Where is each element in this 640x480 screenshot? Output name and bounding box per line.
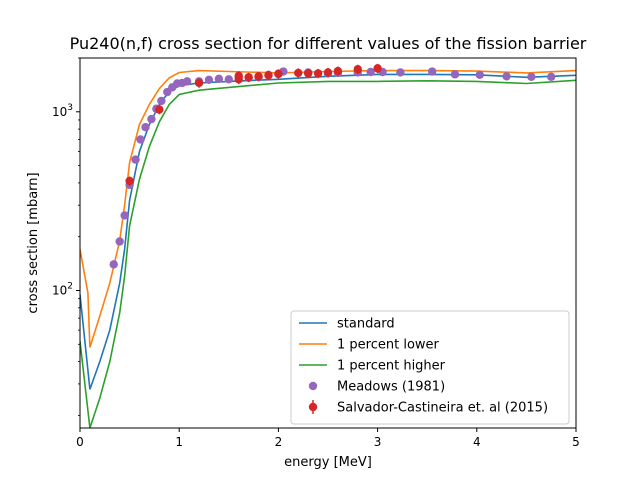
x-axis: 0 1 2 3 4 5 bbox=[76, 428, 580, 449]
series-3-point bbox=[204, 75, 214, 85]
series-3-point bbox=[224, 75, 233, 84]
series-3-point bbox=[109, 260, 118, 269]
series-4-point bbox=[353, 65, 362, 74]
series-3-point bbox=[502, 72, 511, 81]
y-tick-label: 102 bbox=[52, 281, 73, 297]
x-tick-label: 4 bbox=[473, 435, 481, 449]
series-4-point bbox=[264, 71, 273, 80]
legend-label: Salvador-Castineira et. al (2015) bbox=[337, 401, 548, 416]
legend: standard 1 percent lower 1 percent higher M… bbox=[290, 310, 570, 425]
legend-box bbox=[290, 310, 570, 425]
series-3-point bbox=[450, 70, 460, 79]
series-3-point bbox=[427, 67, 437, 76]
legend-swatch bbox=[308, 381, 318, 391]
x-tick-label: 1 bbox=[175, 435, 183, 449]
series-4-point bbox=[244, 73, 253, 82]
series-4-point bbox=[323, 68, 333, 77]
series-2-line bbox=[80, 79, 576, 428]
series-3-point bbox=[527, 72, 536, 81]
series-3-point bbox=[131, 155, 140, 164]
series-4-point bbox=[373, 64, 382, 73]
series-4-point bbox=[254, 72, 263, 81]
series-3-point bbox=[115, 237, 124, 246]
x-tick-label: 0 bbox=[76, 435, 84, 449]
series-4-point bbox=[125, 176, 134, 186]
series-3-point bbox=[147, 114, 156, 124]
series-4-point bbox=[274, 69, 283, 79]
legend-label: standard bbox=[337, 317, 395, 332]
x-axis-label: energy [MeV] bbox=[284, 455, 372, 470]
series-3-point bbox=[136, 135, 145, 144]
series-layer bbox=[80, 63, 576, 428]
series-3-point bbox=[182, 77, 192, 86]
y-axis-label: cross section [mbarn] bbox=[26, 172, 41, 313]
x-tick-label: 5 bbox=[572, 435, 580, 449]
series-3-point bbox=[157, 96, 166, 106]
series-3-point bbox=[141, 122, 150, 132]
series-4-point bbox=[313, 69, 323, 78]
series-4-point bbox=[333, 66, 343, 76]
series-4-point bbox=[234, 71, 243, 81]
series-3-point bbox=[366, 67, 375, 77]
series-3-point bbox=[396, 68, 405, 77]
x-tick-label: 3 bbox=[374, 435, 382, 449]
series-3-point bbox=[214, 74, 224, 83]
y-axis: 102 103 bbox=[52, 57, 80, 416]
series-4-point bbox=[155, 105, 164, 114]
series-4-point bbox=[303, 69, 313, 78]
legend-label: 1 percent lower bbox=[337, 338, 440, 353]
chart-title: Pu240(n,f) cross section for different v… bbox=[70, 34, 587, 53]
plot-frame bbox=[79, 57, 577, 429]
y-tick-label: 103 bbox=[52, 103, 73, 119]
legend-label: 1 percent higher bbox=[337, 359, 446, 374]
x-tick-label: 2 bbox=[275, 435, 283, 449]
series-3-point bbox=[120, 211, 129, 220]
legend-swatch bbox=[308, 402, 318, 412]
legend-label: Meadows (1981) bbox=[337, 380, 445, 395]
series-4-point bbox=[194, 78, 204, 88]
series-4-point bbox=[294, 68, 303, 78]
series-3-point bbox=[547, 72, 556, 81]
series-3-point bbox=[475, 70, 484, 80]
